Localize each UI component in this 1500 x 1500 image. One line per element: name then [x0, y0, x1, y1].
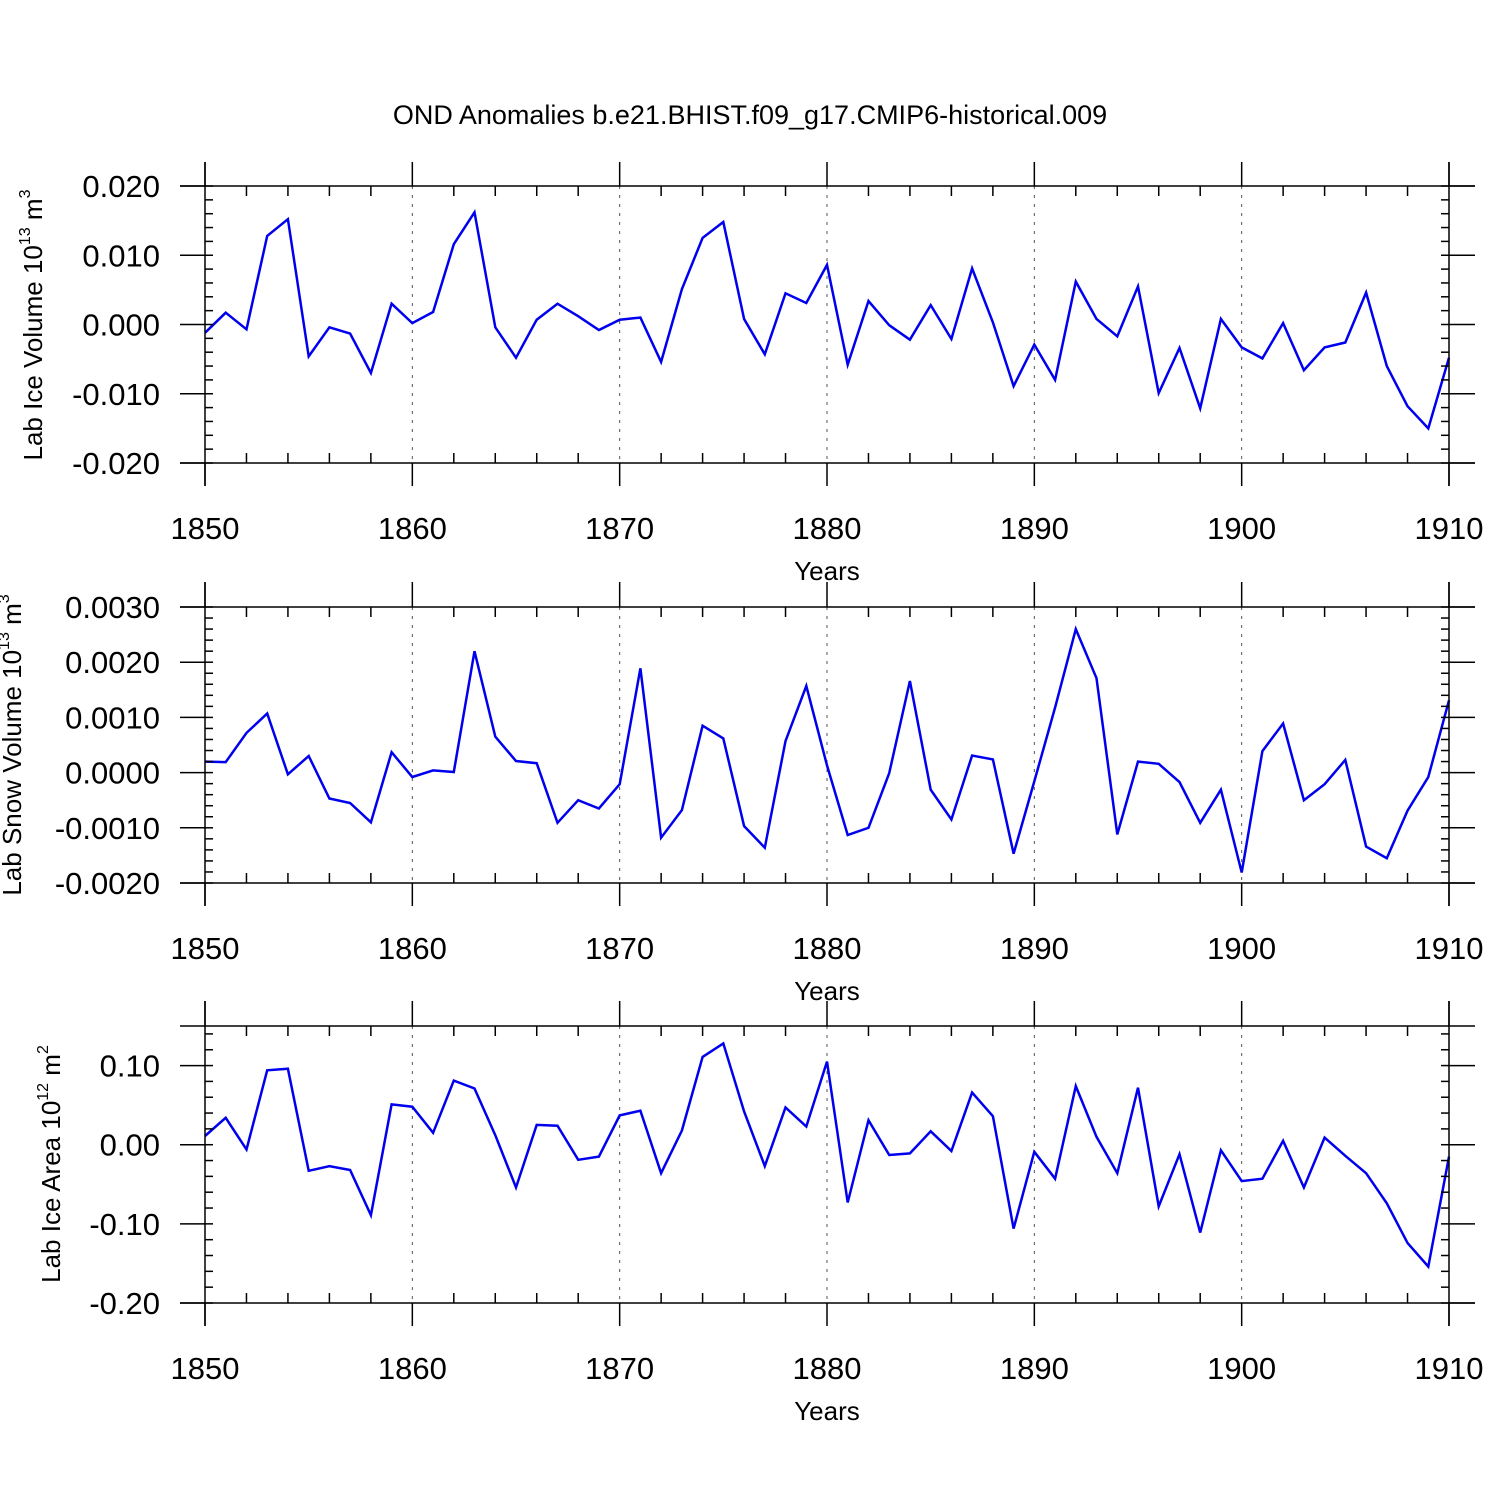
y-tick-label: -0.010: [72, 377, 160, 412]
y-tick-label: 0.0010: [65, 700, 160, 735]
y-tick-label: -0.0020: [55, 866, 160, 901]
series-line-lab-ice-volume: [204, 208, 1451, 431]
x-tick-label: 1850: [171, 1351, 240, 1386]
axes: [180, 1001, 1475, 1326]
panel-ice-area: 0.10 0.00 -0.10 -0.20 1850 1860 1870 1880 1890 19…: [35, 1001, 1483, 1426]
x-tick-label: 1900: [1207, 511, 1276, 546]
panel-ice-volume: 0.020 0.010 0.000 -0.010 -0.020 1850 1860 1870 1…: [17, 162, 1483, 586]
x-tick-label: 1910: [1415, 931, 1484, 966]
series-line: [204, 208, 1451, 431]
y-tick-label: -0.10: [89, 1207, 160, 1242]
x-tick-label: 1860: [378, 1351, 447, 1386]
x-tick-label: 1890: [1000, 511, 1069, 546]
x-tick-label: 1860: [378, 931, 447, 966]
x-axis-title: Years: [794, 556, 860, 586]
x-tick-label: 1890: [1000, 1351, 1069, 1386]
y-axis-title-unit: m: [18, 198, 48, 227]
y-axis-title-unit: m: [0, 603, 27, 632]
x-tick-label: 1900: [1207, 931, 1276, 966]
x-tick-label: 1900: [1207, 1351, 1276, 1386]
tick-labels: 0.0030 0.0020 0.0010 0.0000 -0.0010 -0.0020 18…: [55, 590, 1484, 966]
y-tick-label: 0.010: [82, 238, 160, 273]
y-axis-title-exponent: 12: [35, 1083, 52, 1101]
y-axis-title: Lab Ice Area 1012 m2: [35, 1045, 66, 1283]
y-tick-label: 0.0030: [65, 590, 160, 625]
panel-snow-volume: 0.0030 0.0020 0.0010 0.0000 -0.0010 -0.0020 18…: [0, 582, 1483, 1006]
y-tick-label: 0.00: [100, 1128, 160, 1163]
y-tick-label: 0.020: [82, 169, 160, 204]
x-tick-label: 1910: [1415, 1351, 1484, 1386]
y-axis-title-unit: m: [36, 1054, 66, 1083]
y-axis-title-exponent: 13: [0, 632, 13, 650]
x-tick-label: 1880: [793, 511, 862, 546]
y-axis-title-unit-exponent: 3: [17, 189, 34, 198]
x-tick-label: 1860: [378, 511, 447, 546]
y-tick-label: -0.0010: [55, 811, 160, 846]
series-line: [204, 1041, 1451, 1270]
y-tick-label: 0.000: [82, 308, 160, 343]
y-axis-title-prefix: Lab Snow Volume 10: [0, 650, 27, 896]
x-tick-label: 1850: [171, 511, 240, 546]
x-tick-label: 1870: [585, 511, 654, 546]
y-tick-label: 0.0000: [65, 756, 160, 791]
y-axis-title-exponent: 13: [17, 227, 34, 245]
y-axis-title-unit-exponent: 3: [0, 594, 13, 603]
series-line-lab-ice-area: [204, 1041, 1451, 1270]
y-tick-label: 0.0020: [65, 645, 160, 680]
grid-lines: [411, 607, 1243, 883]
y-axis-title-prefix: Lab Ice Area 10: [36, 1101, 66, 1283]
y-tick-label: 0.10: [100, 1049, 160, 1084]
series-line: [204, 625, 1451, 873]
y-tick-label: -0.020: [72, 446, 160, 481]
series-line-lab-snow-volume: [204, 625, 1451, 873]
x-tick-label: 1850: [171, 931, 240, 966]
y-axis-title: Lab Snow Volume 1013 m3: [0, 594, 27, 895]
x-tick-label: 1880: [793, 1351, 862, 1386]
x-tick-label: 1890: [1000, 931, 1069, 966]
tick-labels: 0.020 0.010 0.000 -0.010 -0.020 1850 1860 1870 1…: [72, 169, 1483, 546]
tick-labels: 0.10 0.00 -0.10 -0.20 1850 1860 1870 1880 1890 19…: [89, 1049, 1483, 1386]
y-axis-title: Lab Ice Volume 1013 m3: [17, 189, 48, 460]
figure-title: OND Anomalies b.e21.BHIST.f09_g17.CMIP6-…: [393, 100, 1107, 130]
x-axis-title: Years: [794, 1396, 860, 1426]
grid-lines: [411, 186, 1243, 463]
axes: [180, 582, 1475, 906]
y-axis-title-prefix: Lab Ice Volume 10: [18, 245, 48, 460]
x-tick-label: 1880: [793, 931, 862, 966]
y-axis-title-unit-exponent: 2: [35, 1045, 52, 1054]
axes: [180, 162, 1475, 486]
grid-lines: [411, 1026, 1243, 1303]
x-tick-label: 1870: [585, 1351, 654, 1386]
x-tick-label: 1870: [585, 931, 654, 966]
x-tick-label: 1910: [1415, 511, 1484, 546]
y-tick-label: -0.20: [89, 1286, 160, 1321]
